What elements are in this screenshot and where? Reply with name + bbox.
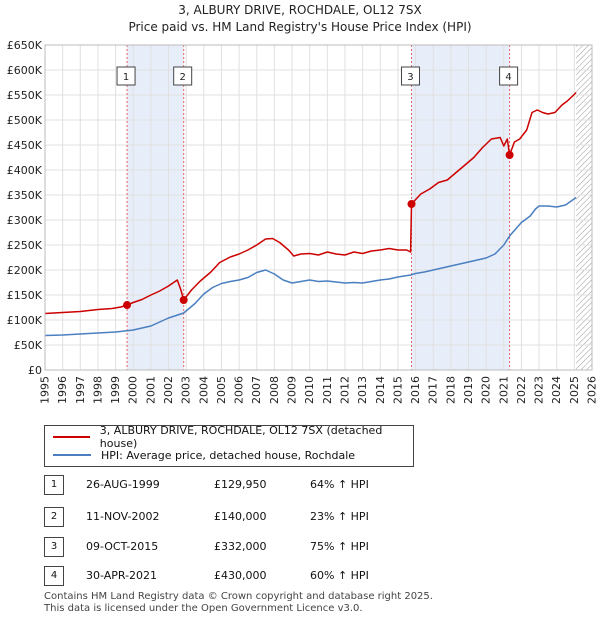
transaction-hpi: 75% ↑ HPI	[310, 540, 369, 553]
y-tick-label: £50K	[14, 339, 43, 352]
transaction-badge: 4	[44, 566, 64, 586]
x-tick-label: 2013	[356, 376, 369, 404]
x-tick-label: 2012	[338, 376, 351, 404]
sale-badge-box-1	[116, 66, 136, 86]
x-tick-label: 2005	[215, 376, 228, 404]
sale-badge-box-3	[400, 66, 420, 86]
transaction-date: 26-AUG-1999	[86, 478, 160, 491]
x-tick-label: 2024	[550, 376, 563, 404]
transaction-price: £430,000	[214, 569, 267, 582]
x-tick-label: 2018	[444, 376, 457, 404]
x-tick-label: 1998	[91, 376, 104, 404]
transaction-badge: 3	[44, 537, 64, 557]
legend-label-property: 3, ALBURY DRIVE, ROCHDALE, OL12 7SX (det…	[99, 424, 383, 450]
x-tick-label: 2021	[497, 376, 510, 404]
x-tick-label: 2004	[197, 376, 210, 404]
y-tick-label: £150K	[7, 289, 43, 302]
sale-badge-box-4	[499, 66, 519, 86]
ownership-shade-2	[411, 45, 510, 370]
sale-badge-label-2: 2	[180, 72, 186, 83]
x-tick-label: 2002	[162, 376, 175, 404]
transaction-price: £332,000	[214, 540, 267, 553]
x-tick-label: 2010	[303, 376, 316, 404]
x-tick-label: 2001	[144, 376, 157, 404]
chart-subtitle: Price paid vs. HM Land Registry's House …	[128, 20, 472, 34]
legend-item-property: 3, ALBURY DRIVE, ROCHDALE, OL12 7SX (det…	[53, 424, 413, 450]
y-tick-label: £450K	[7, 139, 43, 152]
chart-title: 3, ALBURY DRIVE, ROCHDALE, OL12 7SX	[178, 3, 422, 17]
transaction-price: £140,000	[214, 510, 267, 523]
legend-swatch-property	[53, 436, 90, 438]
x-tick-label: 2017	[427, 376, 440, 404]
x-tick-label: 2003	[180, 376, 193, 404]
y-tick-label: £650K	[7, 39, 43, 52]
x-tick-label: 2020	[480, 376, 493, 404]
y-tick-label: £0	[28, 364, 42, 377]
transaction-hpi: 64% ↑ HPI	[310, 478, 369, 491]
future-hatch	[576, 45, 592, 370]
sale-badge-label-1: 1	[123, 72, 129, 83]
x-tick-label: 2000	[127, 376, 140, 404]
x-tick-label: 2007	[250, 376, 263, 404]
legend-item-hpi: HPI: Average price, detached house, Roch…	[53, 447, 355, 463]
property-price-line	[44, 91, 577, 315]
y-tick-label: £100K	[7, 314, 43, 327]
plot-frame	[44, 44, 593, 371]
sale-badge-label-3: 3	[407, 72, 413, 83]
y-tick-label: £200K	[7, 264, 43, 277]
transaction-date: 30-APR-2021	[86, 569, 158, 582]
y-tick-label: £400K	[7, 164, 43, 177]
legend-label-hpi: HPI: Average price, detached house, Roch…	[101, 448, 356, 462]
x-tick-label: 2008	[268, 376, 281, 404]
legend: 3, ALBURY DRIVE, ROCHDALE, OL12 7SX (det…	[44, 424, 414, 467]
transaction-date: 09-OCT-2015	[86, 540, 159, 553]
y-tick-label: £250K	[7, 239, 43, 252]
price-chart: £0 £50K £100K £150K £200K £250K £300K £350K £400…	[7, 39, 599, 404]
sale-badge-label-4: 4	[505, 72, 511, 83]
hpi-line	[44, 196, 577, 337]
x-tick-label: 2011	[321, 376, 334, 404]
x-tick-label: 1995	[39, 376, 52, 404]
x-tick-label: 2014	[374, 376, 387, 404]
transaction-badge: 2	[44, 507, 64, 527]
y-tick-label: £300K	[7, 214, 43, 227]
transaction-price: £129,950	[214, 478, 267, 491]
transaction-hpi: 23% ↑ HPI	[310, 510, 369, 523]
legend-swatch-hpi	[53, 454, 91, 456]
y-tick-label: £550K	[7, 89, 43, 102]
x-tick-label: 1996	[56, 376, 69, 404]
sale-point-4	[505, 151, 514, 159]
x-tick-label: 2022	[515, 376, 528, 404]
sale-point-2	[179, 296, 188, 304]
footer-licence: This data is licensed under the Open Gov…	[44, 603, 363, 614]
transaction-row-2: 2 11-NOV-2002 £140,000 23% ↑ HPI	[44, 507, 564, 527]
sale-point-1	[123, 301, 132, 310]
y-tick-label: £350K	[7, 189, 43, 202]
y-tick-label: £500K	[7, 114, 43, 127]
x-tick-label: 2026	[586, 376, 599, 404]
x-tick-label: 2023	[533, 376, 546, 404]
sale-badge-box-2	[173, 66, 193, 86]
x-tick-label: 2025	[568, 376, 581, 404]
sale-point-3	[407, 200, 416, 208]
x-tick-label: 2015	[391, 376, 404, 404]
x-tick-label: 1997	[74, 376, 87, 404]
transaction-row-4: 4 30-APR-2021 £430,000 60% ↑ HPI	[44, 566, 564, 586]
footer-copyright: Contains HM Land Registry data © Crown c…	[44, 591, 433, 602]
x-tick-label: 2009	[286, 376, 299, 404]
x-tick-label: 2019	[462, 376, 475, 404]
transaction-badge: 1	[44, 475, 64, 495]
x-tick-label: 2006	[233, 376, 246, 404]
transaction-hpi: 60% ↑ HPI	[310, 569, 369, 582]
x-tick-label: 2016	[409, 376, 422, 404]
transaction-row-1: 1 26-AUG-1999 £129,950 64% ↑ HPI	[44, 475, 564, 495]
y-tick-label: £600K	[7, 64, 43, 77]
transaction-date: 11-NOV-2002	[86, 510, 160, 523]
ownership-shade-1	[127, 45, 184, 370]
x-tick-label: 1999	[109, 376, 122, 404]
transaction-row-3: 3 09-OCT-2015 £332,000 75% ↑ HPI	[44, 537, 564, 557]
